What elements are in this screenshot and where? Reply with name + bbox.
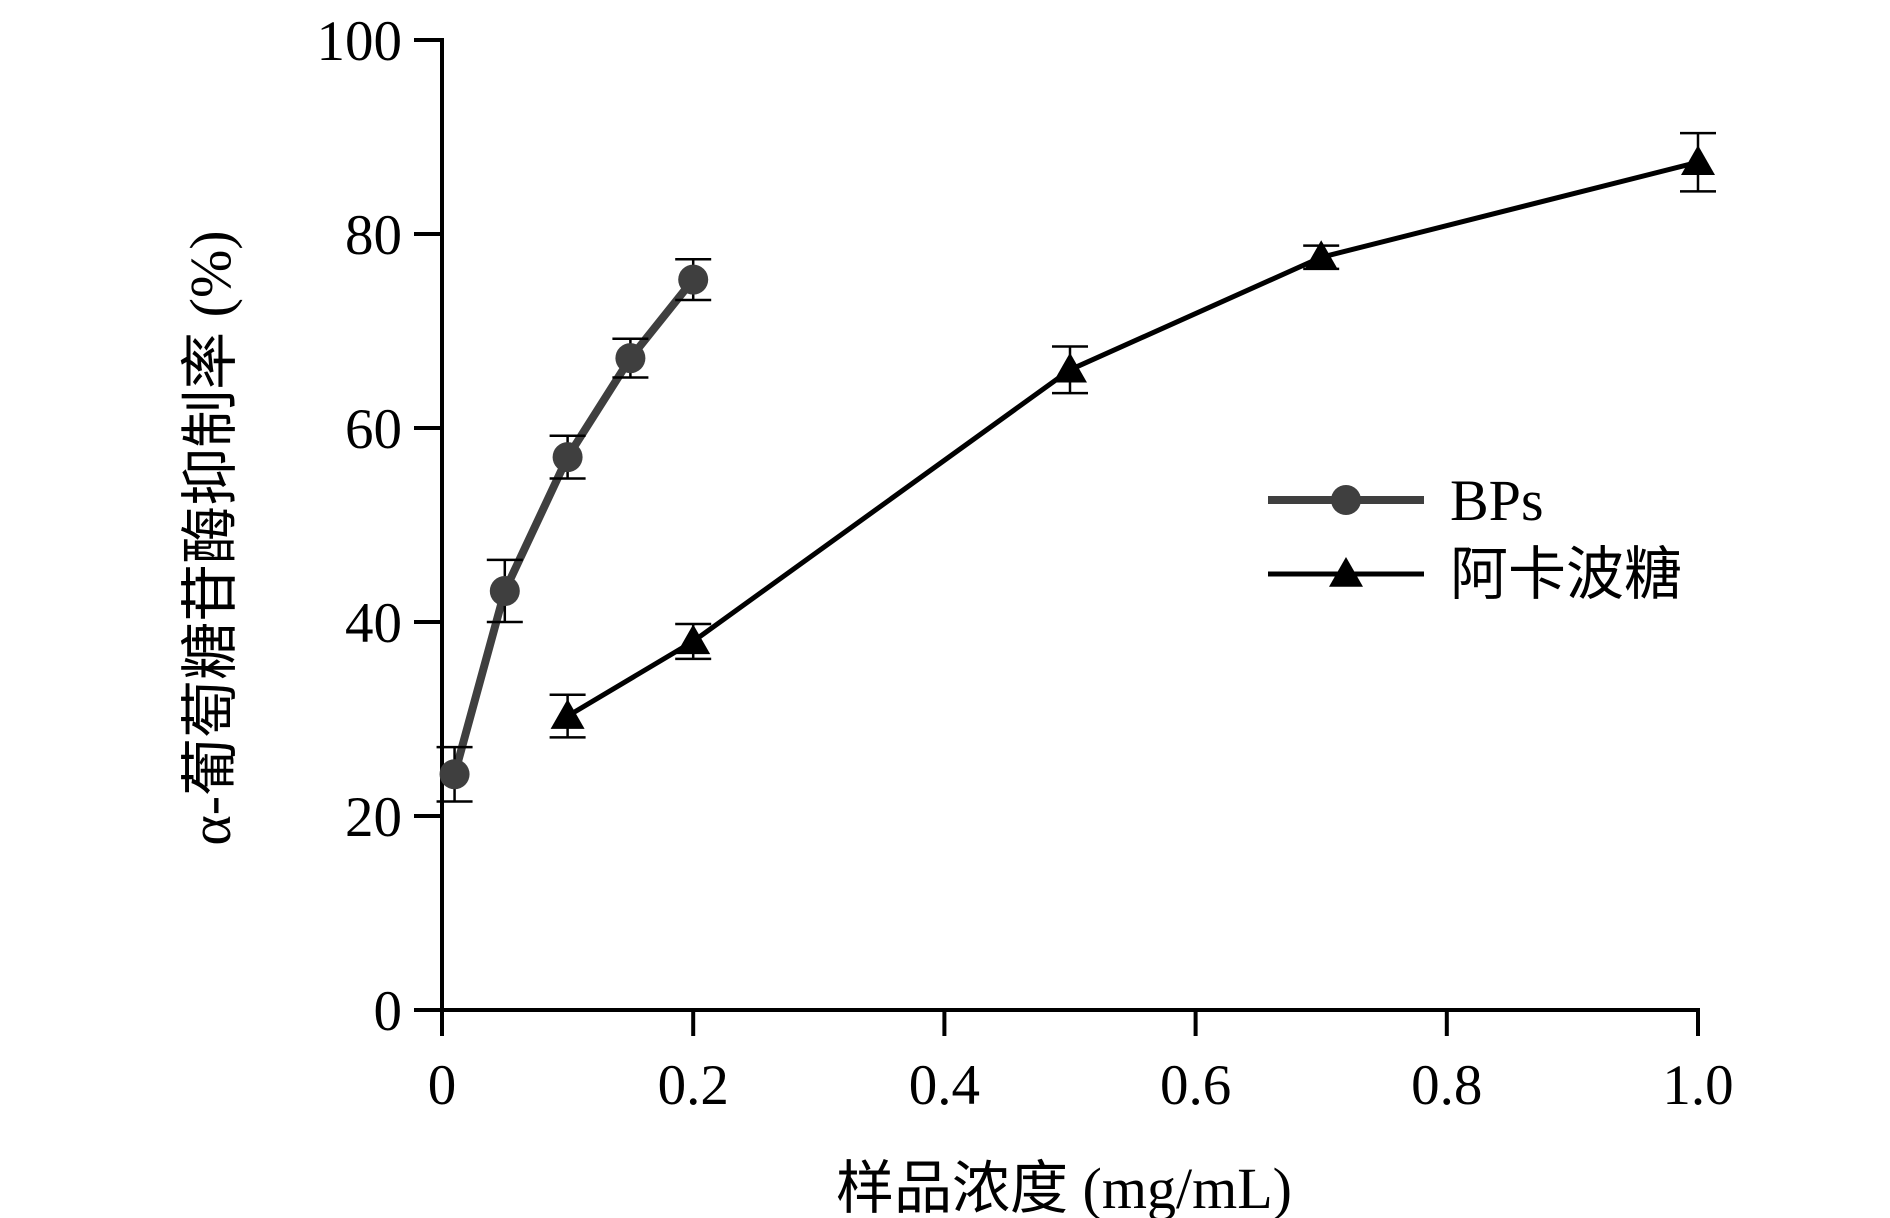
y-tick-label: 60 bbox=[345, 398, 402, 461]
x-tick-label: 0 bbox=[428, 1054, 457, 1117]
legend-label: 阿卡波糖 bbox=[1450, 542, 1682, 607]
axes: 0 20 40 60 80 100 0 0.2 0.4 0.6 0.8 1.0 样品浓度 (mg/mL)… bbox=[178, 10, 1734, 1218]
data-point bbox=[1681, 145, 1715, 175]
x-tick-label: 1.0 bbox=[1662, 1054, 1733, 1117]
data-point bbox=[552, 442, 583, 473]
series-line bbox=[566, 159, 1699, 719]
y-tick-label: 20 bbox=[345, 786, 402, 849]
data-point bbox=[1304, 240, 1339, 271]
legend-circle-marker bbox=[1331, 485, 1361, 515]
x-tick-label: 0.8 bbox=[1411, 1054, 1482, 1117]
y-tick-label: 80 bbox=[345, 204, 402, 267]
data-point bbox=[615, 343, 646, 374]
y-axis-title: α-葡萄糖苷酶抑制率 (%) bbox=[178, 230, 243, 845]
data-point bbox=[489, 575, 520, 606]
data-point bbox=[550, 699, 585, 729]
legend-label: BPs bbox=[1450, 468, 1544, 533]
y-tick-label: 40 bbox=[345, 592, 402, 655]
x-tick-label: 0.4 bbox=[909, 1054, 980, 1117]
data-point bbox=[439, 759, 470, 790]
data-point bbox=[678, 264, 709, 295]
series-acarbose bbox=[549, 131, 1716, 739]
series-line bbox=[450, 277, 697, 776]
legend-item: 阿卡波糖 bbox=[1268, 542, 1682, 607]
x-axis-title: 样品浓度 (mg/mL) bbox=[836, 1156, 1292, 1218]
x-tick-label: 0.2 bbox=[658, 1054, 729, 1117]
y-tick-label: 100 bbox=[317, 10, 403, 73]
data-point bbox=[676, 624, 711, 655]
legend-item: BPs bbox=[1268, 468, 1544, 533]
data-point bbox=[1053, 352, 1087, 383]
series-bps bbox=[436, 257, 712, 803]
legend-triangle-marker bbox=[1329, 557, 1363, 587]
x-tick-label: 0.6 bbox=[1160, 1054, 1231, 1117]
series-layer bbox=[436, 131, 1716, 803]
y-tick-label: 0 bbox=[374, 980, 403, 1043]
legend: BPs 阿卡波糖 bbox=[1268, 468, 1682, 607]
